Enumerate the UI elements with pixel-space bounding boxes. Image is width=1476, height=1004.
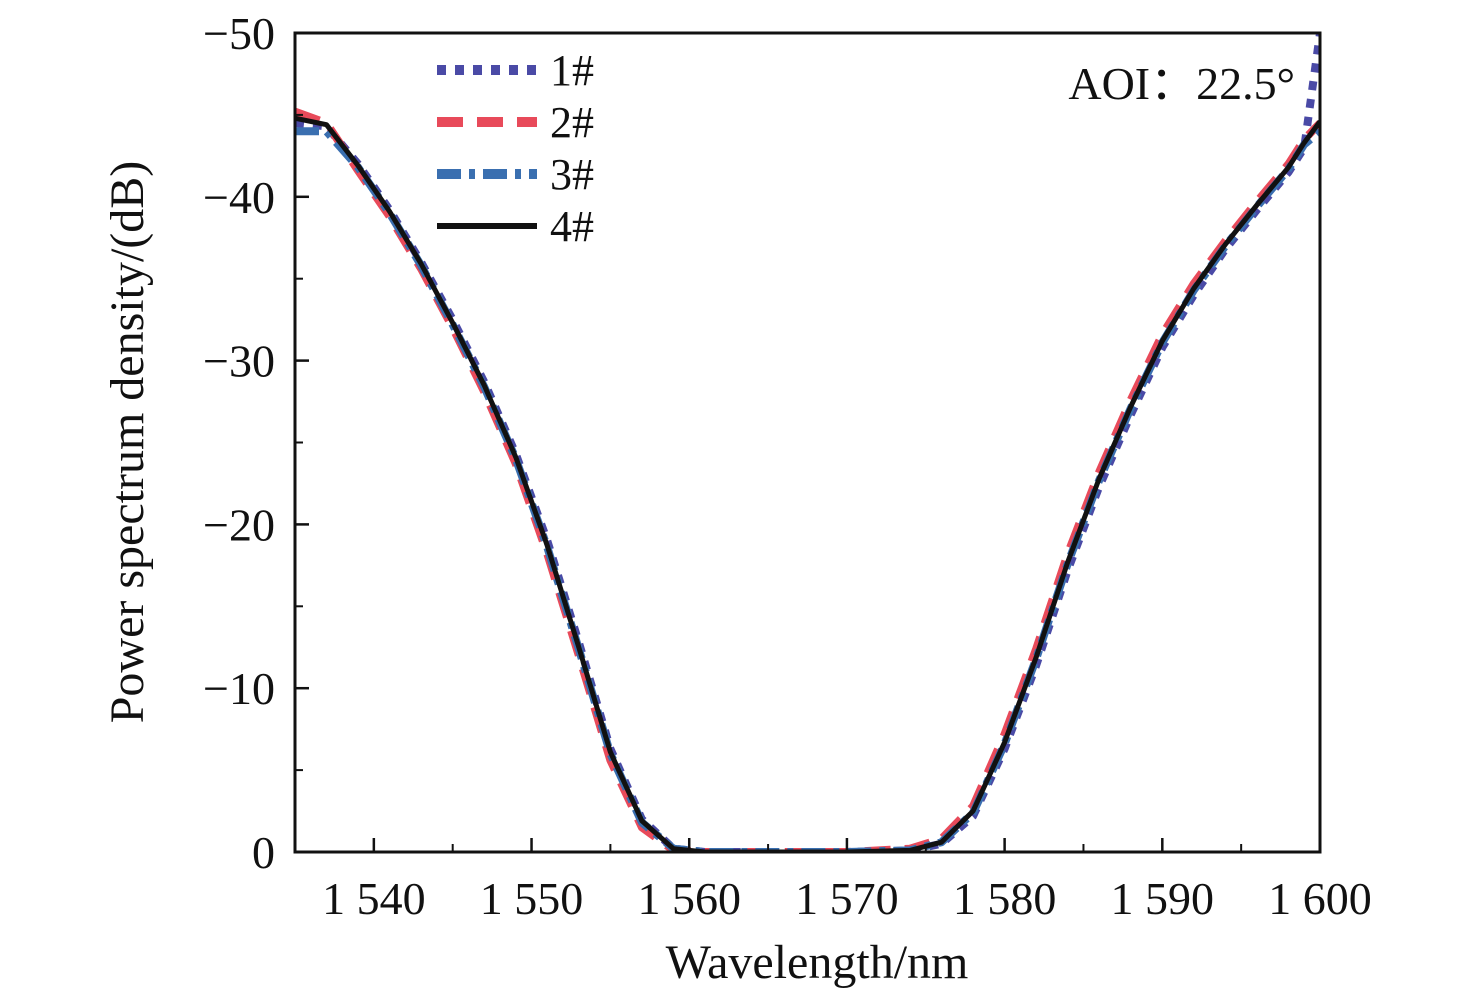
aoi-annotation: AOI：22.5° [1068, 58, 1295, 109]
y-tick-label: −40 [203, 172, 275, 223]
x-tick-label: 1 580 [953, 873, 1057, 924]
x-tick-label: 1 600 [1268, 873, 1372, 924]
series-line-4 [295, 115, 1320, 852]
legend: 1#2#3#4# [437, 46, 594, 251]
legend-label-3: 3# [550, 150, 594, 199]
x-tick-label: 1 540 [322, 873, 426, 924]
x-tick-label: 1 560 [637, 873, 741, 924]
y-tick-label: 0 [252, 827, 275, 878]
series-line-1 [295, 32, 1320, 852]
y-tick-label: −20 [203, 499, 275, 550]
series-line-3 [295, 127, 1320, 852]
y-tick-label: −30 [203, 336, 275, 387]
legend-label-1: 1# [550, 46, 594, 95]
y-tick-label: −10 [203, 663, 275, 714]
x-tick-label: 1 590 [1111, 873, 1215, 924]
legend-label-2: 2# [550, 98, 594, 147]
plot-frame [293, 31, 1322, 854]
legend-label-4: 4# [550, 202, 594, 251]
series-layer [295, 32, 1320, 852]
y-tick-label: −50 [203, 8, 275, 59]
series-line-2 [295, 107, 1320, 852]
x-axis-title: Wavelength/nm [666, 936, 969, 989]
x-tick-label: 1 550 [480, 873, 584, 924]
y-axis-title: Power spectrum density/(dB) [101, 161, 154, 724]
ticks-layer: 1 540 1 550 1 560 1 570 1 580 1 590 1 600 −50 −4… [203, 8, 1372, 924]
x-tick-label: 1 570 [795, 873, 899, 924]
